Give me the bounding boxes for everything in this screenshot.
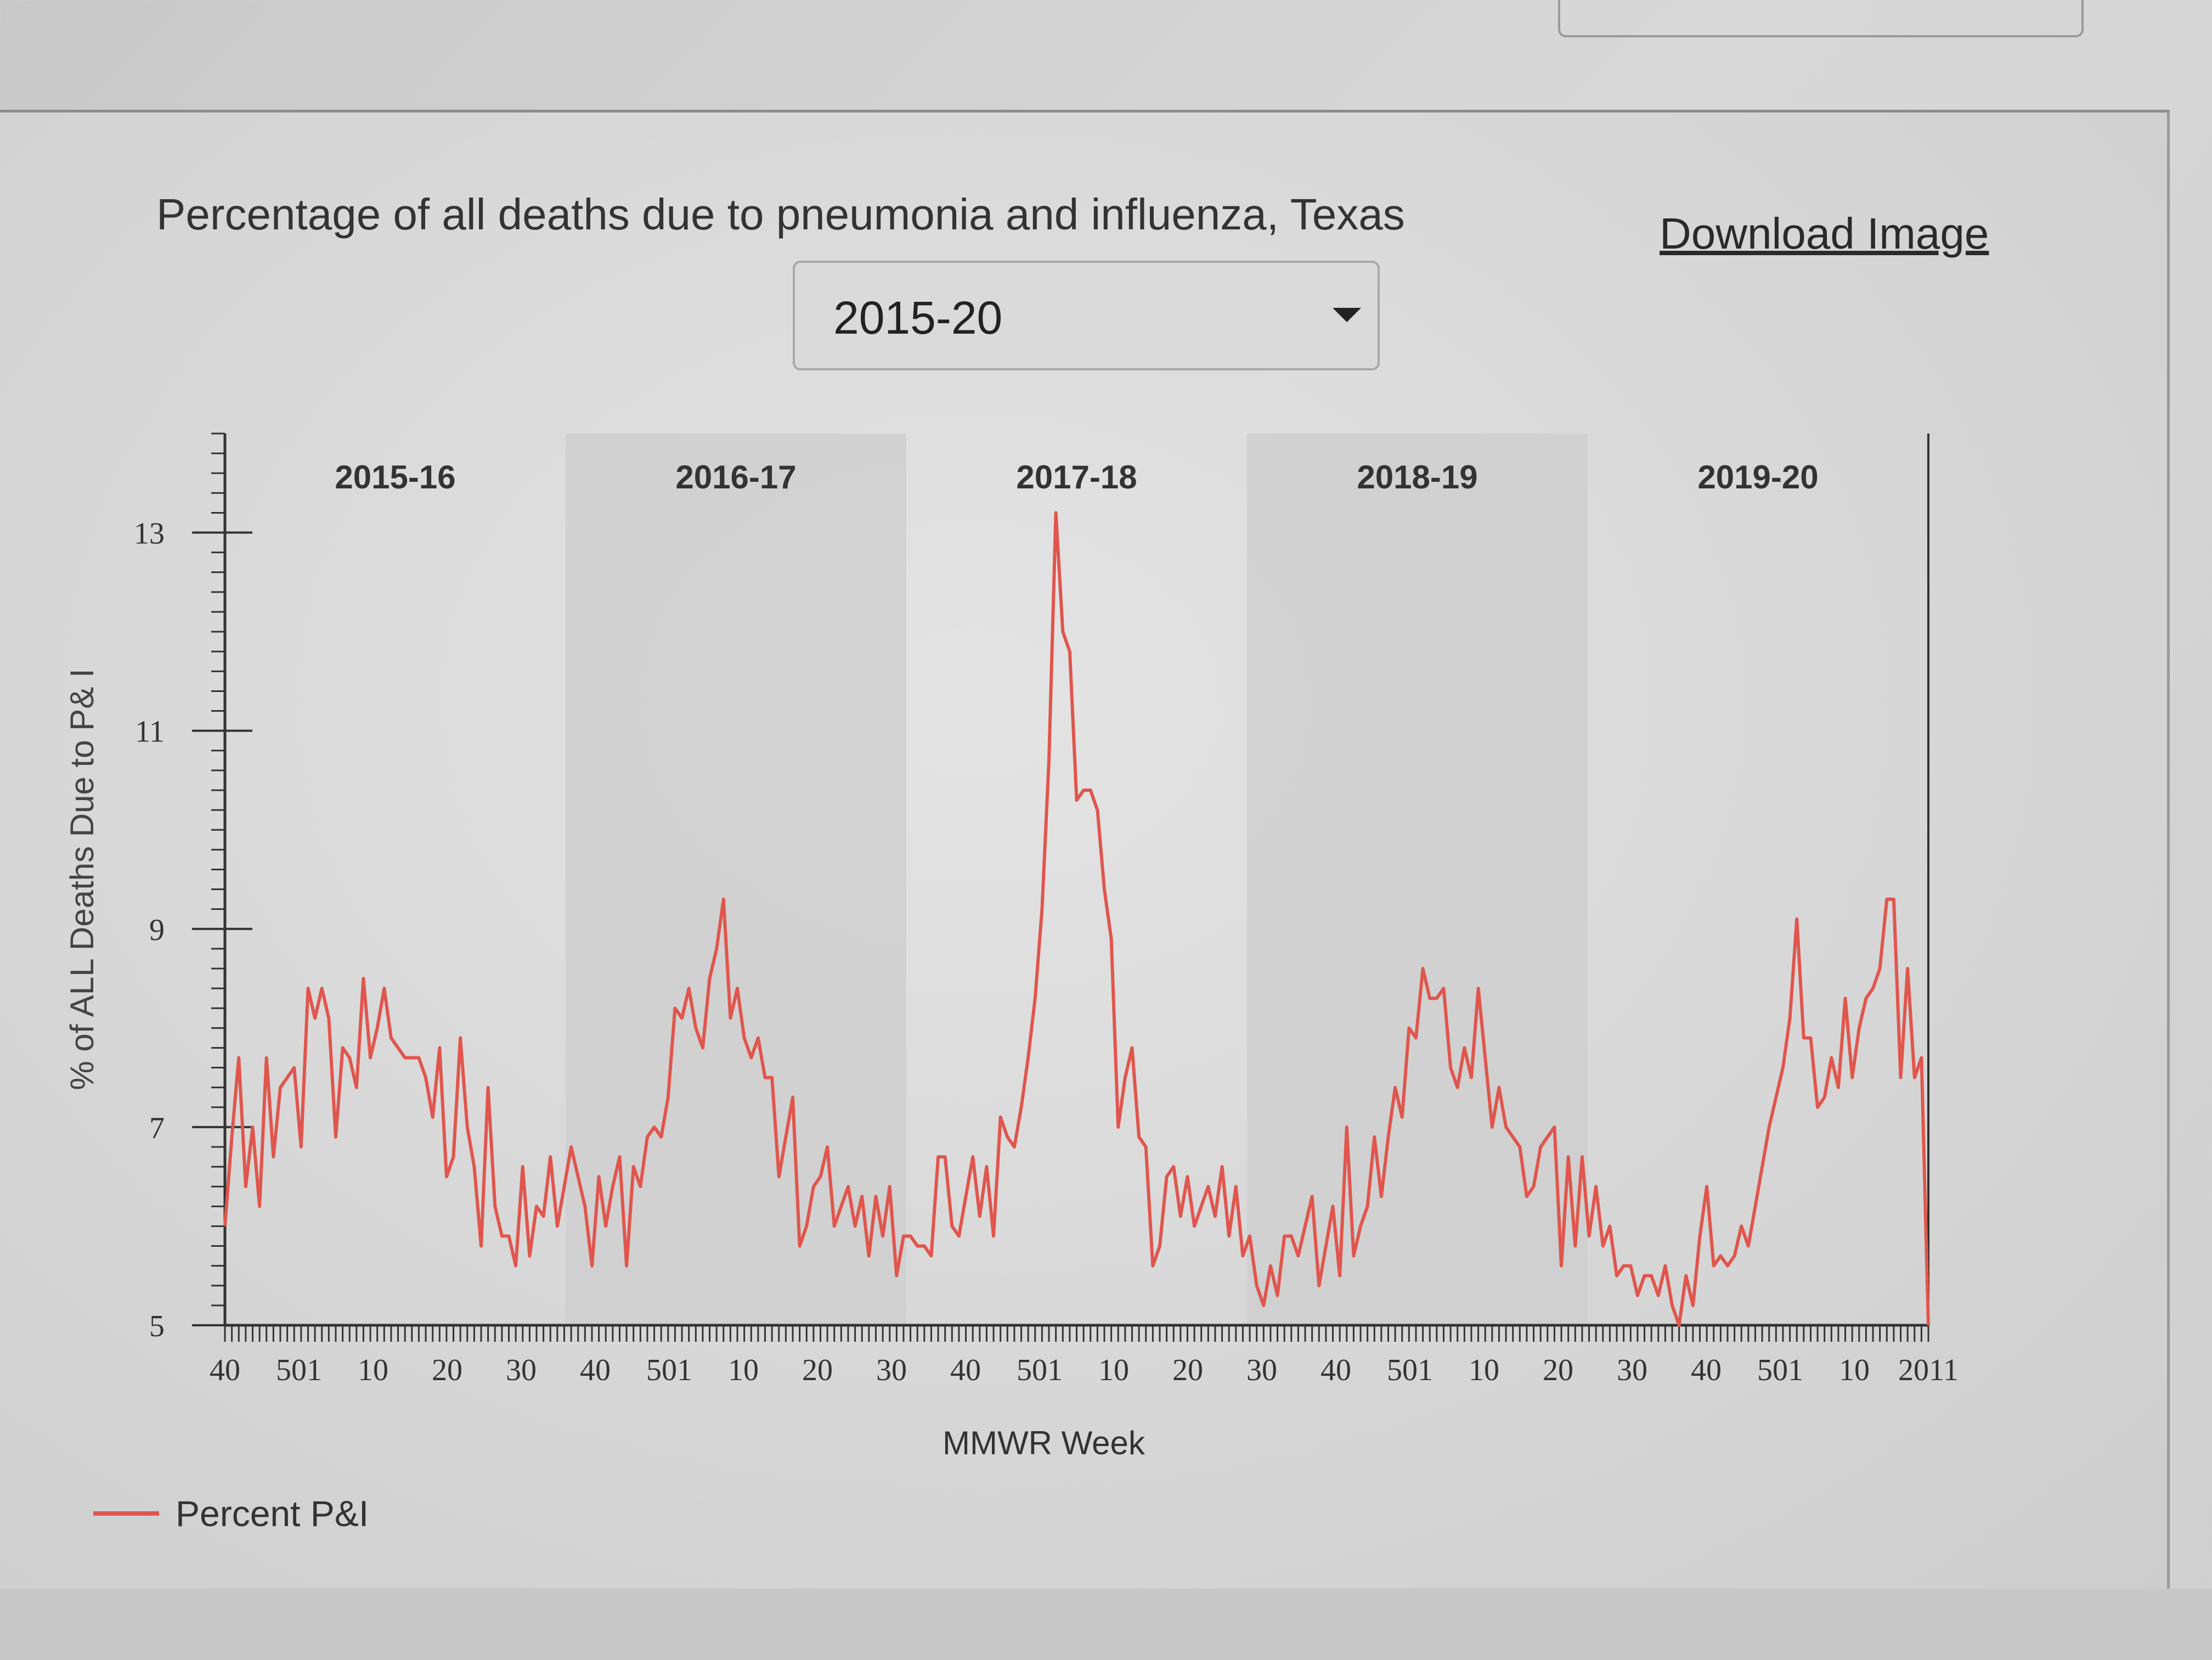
x-tick-label: 501 [1017,1353,1063,1387]
x-tick-label: 501 [646,1353,692,1387]
bottom-strip [0,1589,2212,1660]
season-label: 2016-17 [675,459,796,496]
top-input-edge [1558,0,2084,37]
x-tick-label: 20 [802,1353,833,1387]
series-line-percent-pi [223,511,1930,1327]
season-band-2018-19 [1247,434,1588,1325]
y-tick-label: 13 [134,517,165,551]
x-tick-label: 10 [1839,1353,1870,1387]
x-tick-label: 10 [358,1353,388,1387]
x-tick-label: 30 [876,1353,907,1387]
x-tick-label: 10 [728,1353,759,1387]
season-select-value: 2015-20 [833,292,1003,344]
season-label: 2015-16 [335,459,455,496]
y-tick-label: 7 [149,1111,165,1145]
legend: Percent P&I [93,1493,369,1534]
y-axis-title: % of ALL Deaths Due to P& I [64,668,100,1090]
x-axis-title: MMWR Week [943,1425,1146,1461]
download-image-link[interactable]: Download Image [1660,209,1989,258]
season-label: 2017-18 [1016,459,1137,496]
legend-label: Percent P&I [176,1493,369,1534]
x-tick-label: 501 [276,1353,322,1387]
x-tick-label: 501 [1387,1353,1433,1387]
chart-title: Percentage of all deaths due to pneumoni… [156,190,1405,239]
y-tick-label: 11 [135,715,165,749]
x-tick-label: 30 [1246,1353,1277,1387]
season-label: 2019-20 [1697,459,1818,496]
line-chart: 2015-16 2016-17 2017-18 2018-19 2019-20 5 7 9 11… [64,432,1959,1461]
x-tick-label: 20 [1172,1353,1203,1387]
season-select[interactable]: 2015-20 [793,261,1380,370]
x-tick-label: 501 [1757,1353,1803,1387]
season-label: 2018-19 [1357,459,1477,496]
x-tick-label: 30 [506,1353,537,1387]
x-tick-label: 20 [1543,1353,1573,1387]
legend-swatch [93,1511,159,1516]
x-tick-label: 20 [432,1353,462,1387]
x-tick-label: 30 [1617,1353,1647,1387]
x-tick-label: 10 [1469,1353,1499,1387]
x-tick-label: 2011 [1898,1353,1959,1387]
y-tick-label: 9 [149,913,165,947]
x-tick-label: 40 [210,1353,240,1387]
chevron-down-icon [1333,308,1361,322]
x-tick-label: 10 [1098,1353,1129,1387]
season-band-2016-17 [566,434,906,1325]
x-tick-label: 40 [1321,1353,1351,1387]
x-tick-label: 40 [580,1353,611,1387]
x-tick-label: 40 [950,1353,981,1387]
y-tick-label: 5 [149,1309,165,1343]
x-tick-label: 40 [1691,1353,1722,1387]
